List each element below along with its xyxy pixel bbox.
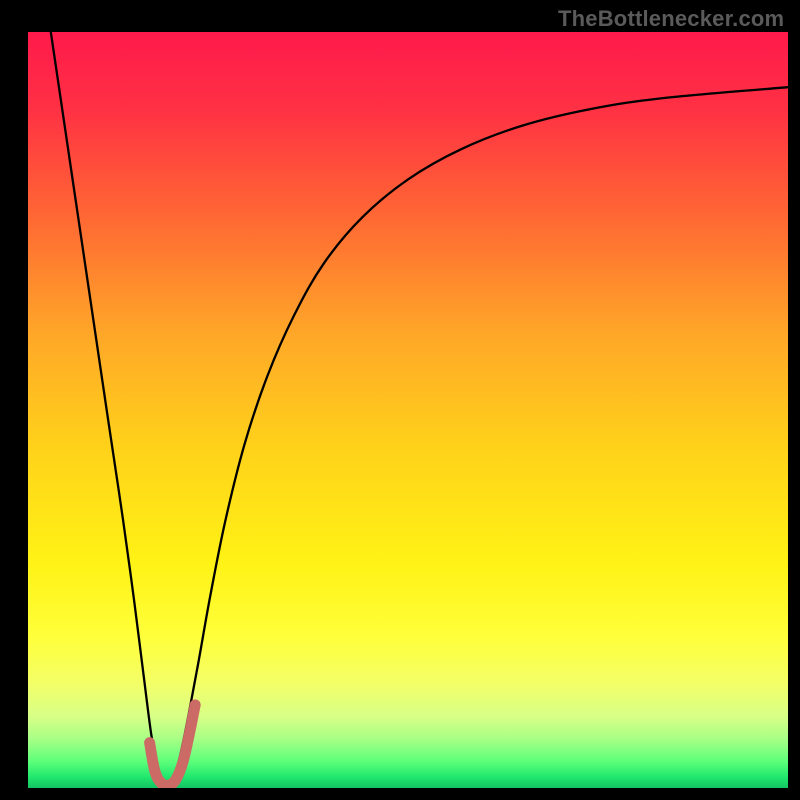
- chart-svg: [0, 0, 800, 800]
- chart-container: TheBottlenecker.com: [0, 0, 800, 800]
- watermark-text: TheBottlenecker.com: [558, 6, 784, 32]
- plot-background: [28, 32, 788, 788]
